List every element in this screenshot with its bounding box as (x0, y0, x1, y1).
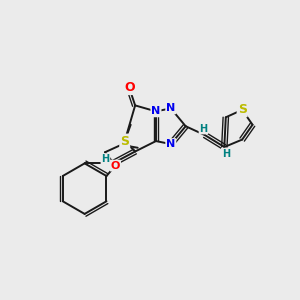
Text: N: N (166, 103, 176, 113)
Text: N: N (166, 139, 176, 149)
Text: H: H (222, 148, 230, 159)
Text: S: S (120, 135, 129, 148)
Text: S: S (238, 103, 247, 116)
Text: O: O (111, 160, 120, 171)
Text: N: N (151, 106, 160, 116)
Text: O: O (124, 81, 134, 94)
Text: H: H (200, 124, 208, 134)
Text: H: H (101, 154, 110, 164)
